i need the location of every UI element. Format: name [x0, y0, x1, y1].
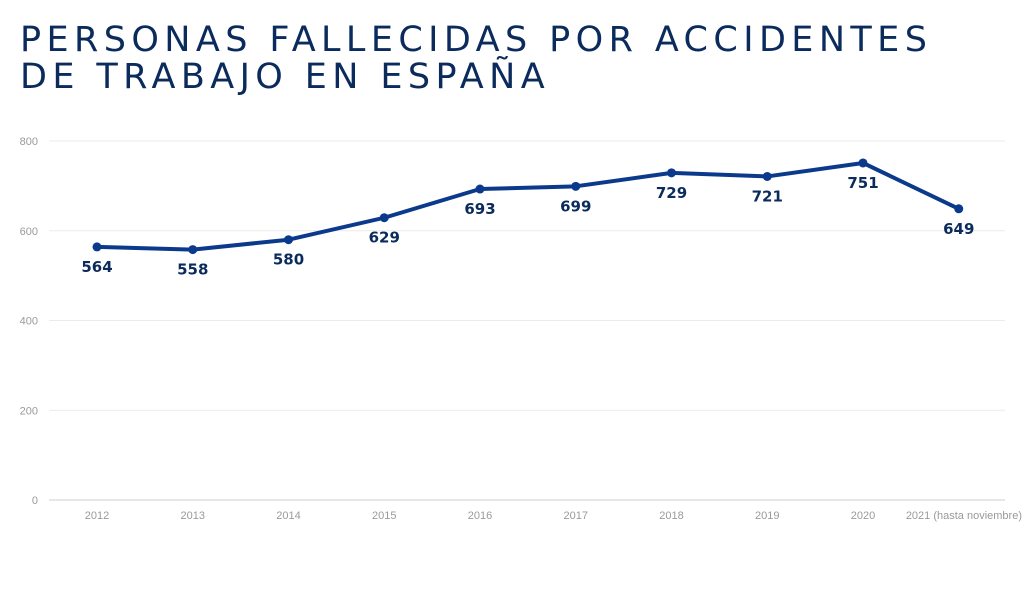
data-point-2014 [284, 235, 293, 245]
series-group [92, 158, 964, 255]
gridlines [49, 140, 1005, 501]
data-point-2020 [858, 158, 868, 168]
data-label-2012: 564 [81, 258, 112, 276]
x-axis: 2012 2013 2014 2015 2016 2017 2018 2019 2020 2021… [85, 510, 1022, 522]
y-tick-label-800: 800 [20, 136, 38, 148]
y-tick-label-0: 0 [32, 495, 38, 507]
data-point-2012 [92, 242, 102, 252]
x-tick-label-7: 2019 [755, 510, 779, 522]
data-label-2013: 558 [177, 261, 208, 279]
data-point-2021 [954, 204, 964, 214]
data-point-2015 [379, 213, 389, 223]
y-tick-label-400: 400 [20, 316, 38, 328]
data-label-2017: 699 [560, 197, 591, 215]
x-tick-label-8: 2020 [851, 510, 875, 522]
x-tick-label-2: 2014 [276, 510, 300, 522]
data-label-2018: 729 [656, 184, 687, 202]
x-tick-label-1: 2013 [181, 510, 205, 522]
data-point-2016 [475, 184, 485, 194]
data-label-2015: 629 [369, 229, 400, 247]
x-tick-label-3: 2015 [372, 510, 396, 522]
x-tick-label-0: 2012 [85, 510, 109, 522]
x-tick-label-5: 2017 [564, 510, 588, 522]
data-label-2016: 693 [464, 200, 495, 218]
y-tick-label-600: 600 [20, 226, 38, 238]
data-label-2021: 649 [943, 220, 974, 238]
data-labels: 564 558 580 629 693 699 729 721 751 649 [81, 174, 974, 279]
series-line-0 [95, 160, 961, 252]
data-point-2017 [571, 181, 581, 191]
y-tick-label-200: 200 [20, 405, 38, 417]
chart-title-line-2: DE TRABAJO EN ESPAÑA [20, 57, 551, 97]
data-label-2019: 721 [752, 187, 783, 205]
data-point-2018 [667, 168, 676, 178]
data-label-2014: 580 [273, 251, 304, 269]
data-point-2019 [762, 171, 772, 181]
x-tick-label-4: 2016 [468, 510, 492, 522]
y-axis: 0 200 400 600 800 [20, 136, 38, 507]
chart-title: PERSONAS FALLECIDAS POR ACCIDENTES DE TR… [20, 22, 932, 96]
data-point-2013 [188, 245, 198, 255]
x-tick-label-6: 2018 [659, 510, 683, 522]
x-tick-label-9: 2021 (hasta noviembre) [906, 510, 1022, 522]
data-label-2020: 751 [847, 174, 878, 192]
chart-title-line-1: PERSONAS FALLECIDAS POR ACCIDENTES [20, 20, 933, 60]
